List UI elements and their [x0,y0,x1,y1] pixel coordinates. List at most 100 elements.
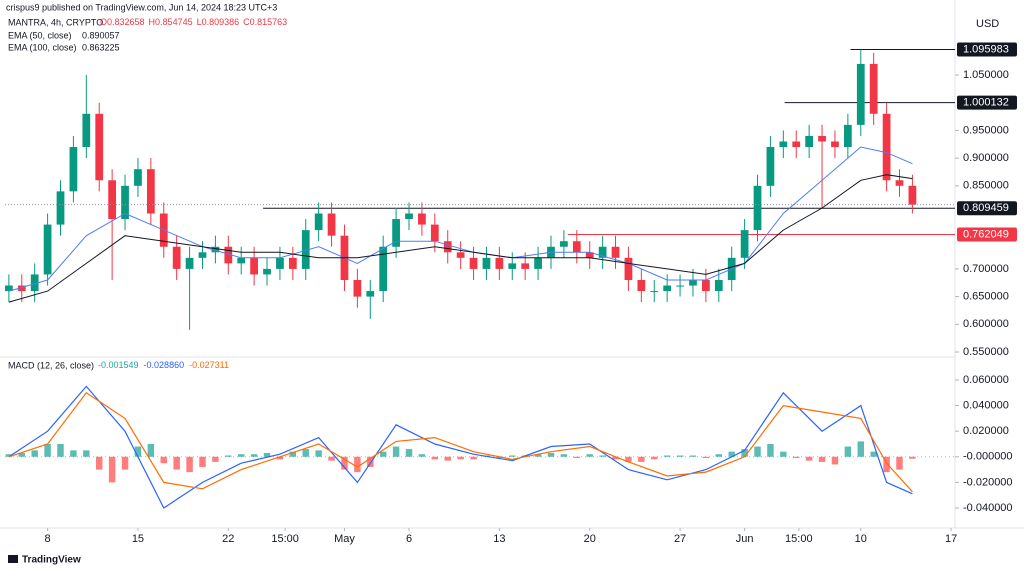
histogram-bar [5,454,13,457]
histogram-bar [237,454,245,457]
candle-body [185,257,194,269]
candle-body [392,219,400,247]
macd-legend-value: -0.001549 [98,360,139,370]
candle-body [714,279,723,292]
x-tick-label: 15:00 [785,533,813,545]
histogram-bar [225,455,232,457]
candle-body [405,213,413,220]
candle-body [779,141,788,148]
y-tick-label: 0.650000 [963,291,1009,303]
histogram-bar [392,446,400,457]
histogram-bar [328,456,335,461]
y-tick-label: 0.040000 [963,399,1009,411]
histogram-bar [405,449,413,457]
candle-body [314,213,323,231]
y-tick-label: 0.900000 [963,152,1009,164]
candle-body [792,141,801,148]
histogram-bar [276,456,284,460]
candle-body [134,169,142,186]
candle-body [379,246,388,292]
macd-legend: -0.001549 -0.028860 -0.027311 [98,360,229,370]
candle-body [882,113,891,181]
ohlc-value: L0.809386 [197,17,240,27]
logo [8,555,18,563]
candle-body [560,241,568,247]
level-box [957,42,1017,57]
macd-line [8,385,913,509]
candle-body [818,135,826,142]
histogram-bar [431,456,439,460]
histogram-bar [341,456,348,470]
histogram-bar [134,446,142,457]
x-tick-label: 17 [945,533,957,545]
histogram-bar [444,456,451,461]
histogram-bar [676,455,684,457]
candle-body [702,279,710,292]
candle-body [172,246,181,269]
level-label: 0.809459 [963,202,1009,214]
candle-body [17,285,26,292]
histogram-bar [793,456,800,459]
histogram-bar [121,456,129,470]
candle-body [753,185,762,231]
ema-line [8,174,913,303]
candle-body [766,147,775,186]
candle-body [611,246,620,258]
histogram-bar [173,456,180,470]
histogram-bar [186,456,193,473]
histogram-bar [612,456,619,460]
histogram-bar [470,456,477,460]
x-tick-label: 8 [45,533,51,545]
histogram-bar [586,454,593,457]
histogram-bar [702,456,710,459]
candle-body [5,285,13,292]
candle-body [224,246,233,264]
histogram-bar [315,450,322,457]
histogram-bar [625,456,632,462]
candle-body [843,124,852,148]
histogram-bar [831,456,839,465]
candle-body [82,113,91,148]
histogram-bar [560,454,568,457]
candle-body [198,252,207,258]
level-label: 1.000132 [963,97,1009,109]
level-box [957,227,1017,242]
ema-value: 0.863225 [82,42,120,52]
candle-body [327,213,336,236]
x-tick-label: 13 [493,533,505,545]
candle-body [250,257,258,275]
level-label: 1.095983 [963,43,1009,55]
candle-body [69,147,78,192]
histogram-bar [909,456,916,459]
candle-body [856,63,865,125]
x-tick-label: 20 [584,533,596,545]
level-box [957,95,1017,110]
symbol: MANTRA, 4h, CRYPTO [8,17,103,27]
histogram-bar [83,450,90,457]
histogram-bar [651,456,658,460]
y-tick-label: 0.950000 [963,124,1009,136]
histogram-bar [108,456,116,483]
x-tick-label: 15:00 [271,533,299,545]
histogram-bar [715,454,723,457]
histogram-bar [534,454,542,457]
candle-body [469,257,478,269]
histogram-bar [896,456,903,470]
macd-legend-value: -0.028860 [144,360,185,370]
candle-body [585,252,594,258]
y-tick-label: 0.600000 [963,318,1009,330]
y-tick-label: 0.550000 [963,346,1009,358]
histogram-bar [638,456,645,462]
candle-body [301,230,310,269]
candle-body [456,252,465,258]
ema-value: 0.890057 [82,30,120,40]
y-tick-label: 0.060000 [963,374,1009,386]
candle-body [418,213,426,225]
histogram-bar [805,456,813,461]
histogram-bar [870,451,877,457]
candle-body [366,291,375,297]
histogram-bar [767,443,774,457]
histogram-bar [689,455,697,457]
